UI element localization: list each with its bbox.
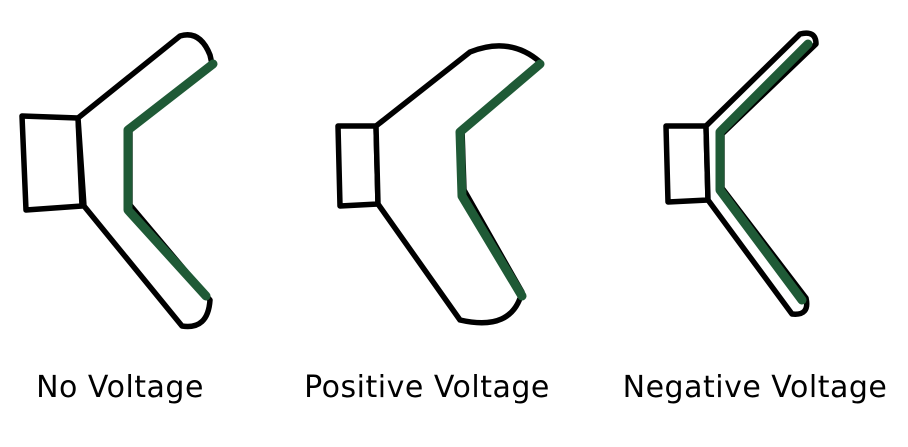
electrode-layer [123,59,218,301]
panel-positive-voltage [335,43,545,326]
caption-positive-voltage: Positive Voltage [304,370,550,405]
electrode-layer [715,39,813,305]
panel-no-voltage [19,32,218,330]
caption-no-voltage: No Voltage [36,370,204,405]
caption-negative-voltage: Negative Voltage [622,370,888,405]
electrode-layer [455,59,545,301]
base-block [335,123,381,209]
base-block [663,123,711,205]
panel-negative-voltage [663,30,819,317]
base-block [19,113,85,213]
